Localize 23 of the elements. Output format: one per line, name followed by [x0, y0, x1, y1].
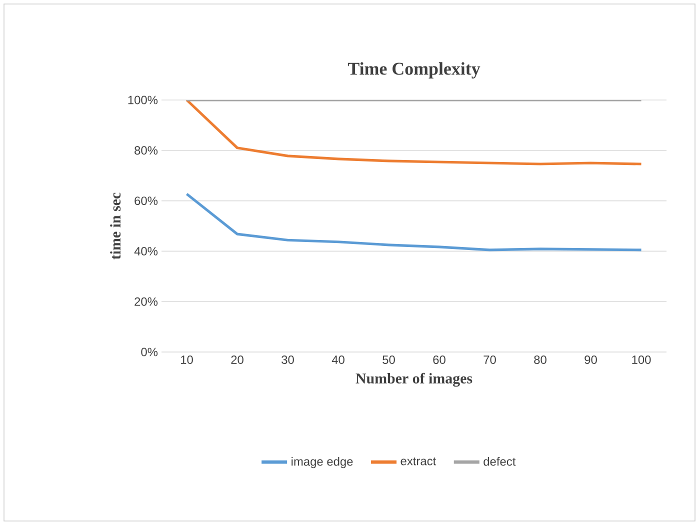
y-tick-label: 100% — [128, 96, 158, 104]
y-tick-label: 40% — [134, 246, 158, 256]
x-axis-title: Number of images — [356, 372, 472, 387]
line-series — [185, 192, 643, 252]
x-tick-label: 20 — [231, 356, 244, 364]
legend-label: extract — [400, 457, 436, 466]
x-tick-label: 100 — [632, 356, 651, 364]
x-tick-label: 90 — [584, 356, 597, 364]
x-tick-label: 60 — [433, 356, 446, 364]
x-tick-label: 10 — [181, 356, 193, 364]
y-tick-label: 0% — [141, 348, 158, 356]
y-tick-label: 60% — [134, 196, 158, 206]
x-tick-label: 70 — [484, 356, 496, 364]
legend-label: image edge — [292, 456, 353, 468]
x-tick-label: 50 — [382, 356, 395, 364]
y-tick-label: 20% — [134, 297, 158, 306]
chart-title: Time Complexity — [348, 62, 480, 79]
y-axis-title: time in sec — [110, 192, 121, 260]
y-tick-label: 80% — [134, 146, 158, 155]
x-tick-label: 30 — [282, 356, 294, 364]
x-tick-label: 40 — [332, 356, 344, 364]
legend-label: defect — [484, 456, 516, 466]
x-tick-label: 80 — [534, 356, 546, 364]
